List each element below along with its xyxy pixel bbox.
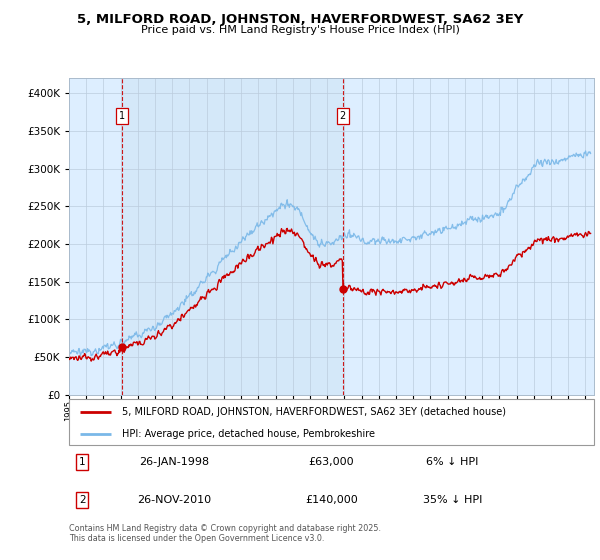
Text: 5, MILFORD ROAD, JOHNSTON, HAVERFORDWEST, SA62 3EY: 5, MILFORD ROAD, JOHNSTON, HAVERFORDWEST… [77, 13, 523, 26]
Text: 26-JAN-1998: 26-JAN-1998 [139, 457, 209, 467]
Bar [122, 78, 343, 395]
Text: £63,000: £63,000 [308, 457, 355, 467]
Text: Price paid vs. HM Land Registry's House Price Index (HPI): Price paid vs. HM Land Registry's House … [140, 25, 460, 35]
Text: 1: 1 [119, 111, 125, 121]
Text: Contains HM Land Registry data © Crown copyright and database right 2025.
This d: Contains HM Land Registry data © Crown c… [69, 524, 381, 543]
Text: £140,000: £140,000 [305, 495, 358, 505]
Text: 1: 1 [79, 457, 85, 467]
Text: 6% ↓ HPI: 6% ↓ HPI [426, 457, 478, 467]
Text: 5, MILFORD ROAD, JOHNSTON, HAVERFORDWEST, SA62 3EY (detached house): 5, MILFORD ROAD, JOHNSTON, HAVERFORDWEST… [121, 407, 505, 417]
Text: 2: 2 [79, 495, 85, 505]
Text: 2: 2 [340, 111, 346, 121]
Text: 35% ↓ HPI: 35% ↓ HPI [422, 495, 482, 505]
FancyBboxPatch shape [69, 399, 594, 445]
Text: HPI: Average price, detached house, Pembrokeshire: HPI: Average price, detached house, Pemb… [121, 429, 374, 438]
Text: 26-NOV-2010: 26-NOV-2010 [137, 495, 211, 505]
